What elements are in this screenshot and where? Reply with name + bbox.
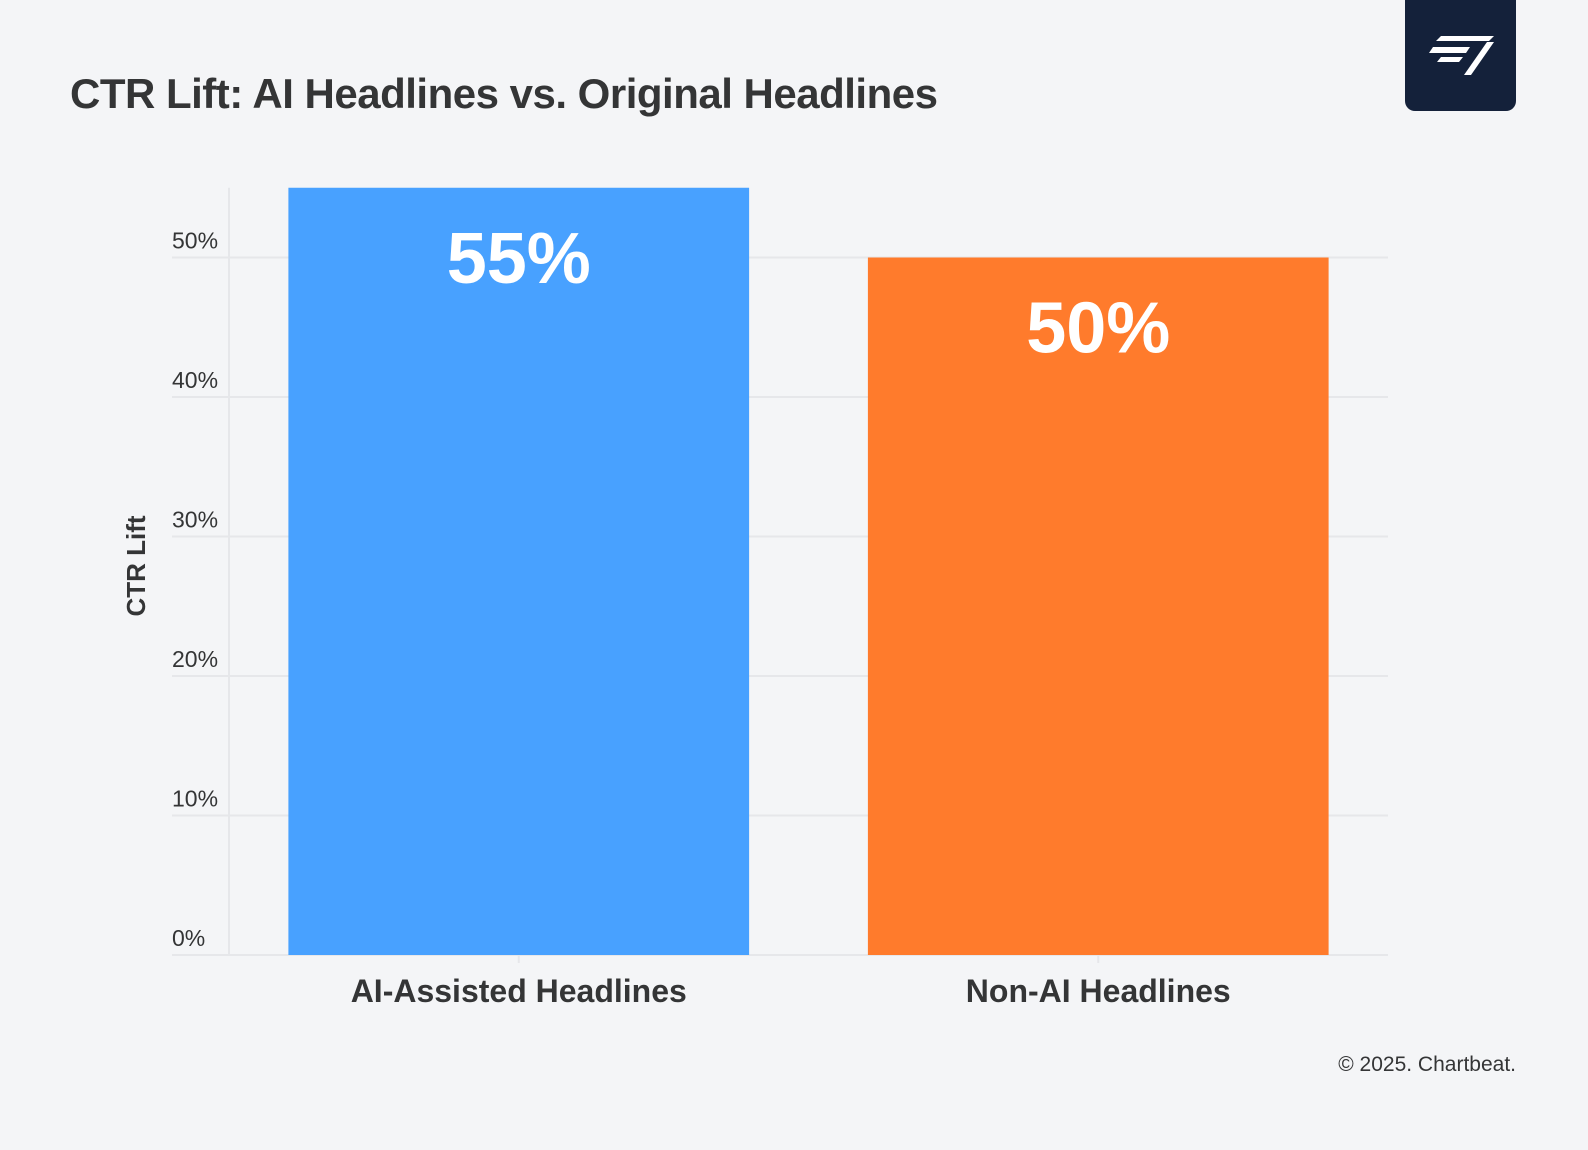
bars: 55% 50%	[288, 187, 1329, 955]
y-tick-label: 30%	[172, 507, 218, 533]
chartbeat-logo-icon	[1429, 36, 1494, 75]
y-tick-label: 40%	[172, 367, 218, 393]
brand-logo	[1405, 0, 1516, 111]
chart-title: CTR Lift: AI Headlines vs. Original Head…	[70, 70, 938, 117]
x-category-label: Non-AI Headlines	[966, 973, 1231, 1009]
y-tick-label: 20%	[172, 646, 218, 672]
y-tick-label: 10%	[172, 786, 218, 812]
y-axis-ticks: 0% 10% 20% 30% 40% 50%	[172, 228, 218, 952]
y-tick-label: 0%	[172, 925, 205, 951]
x-category-label: AI-Assisted Headlines	[351, 973, 687, 1009]
copyright-footer: © 2025. Chartbeat.	[1338, 1053, 1516, 1076]
x-axis-categories: AI-Assisted Headlines Non-AI Headlines	[351, 955, 1231, 1009]
bar-value-label: 55%	[447, 219, 591, 299]
bar-2	[867, 257, 1329, 955]
y-tick-label: 50%	[172, 228, 218, 254]
bar-1	[288, 187, 750, 955]
y-axis-title: CTR Lift	[121, 515, 151, 616]
bar-value-label: 50%	[1026, 289, 1170, 369]
